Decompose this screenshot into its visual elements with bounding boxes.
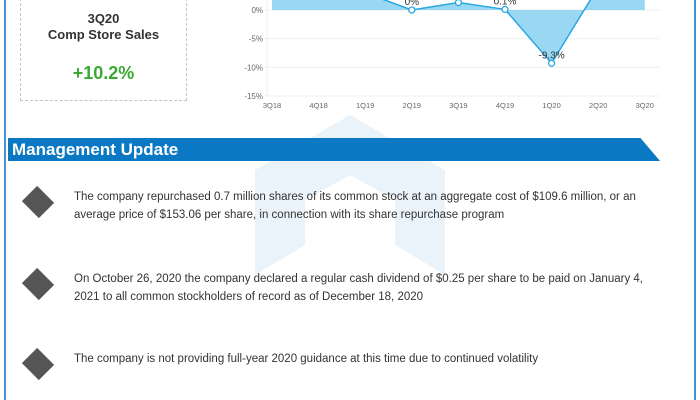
x-tick-label: 4Q19 [496,101,514,110]
y-tick-label: -5% [249,35,263,44]
section-header: Management Update [8,138,660,161]
kpi-card: 3Q20 Comp Store Sales +10.2% [20,0,187,101]
page-border-right [694,0,696,400]
bullet-text: The company repurchased 0.7 million shar… [74,191,636,221]
data-point [454,0,463,7]
data-label: 0.1% [494,0,517,7]
kpi-value: +10.2% [72,63,135,83]
kpi-period: 3Q20 [87,11,120,26]
diamond-bullet-icon [21,185,55,219]
comp-sales-chart: 0% -5% -10% -15%3Q18 4Q18 1Q19 2Q19 3Q19 4Q19 1Q2… [244,0,660,110]
x-tick-label: 4Q18 [309,101,327,110]
data-label: -9.3% [539,50,565,61]
x-tick-label: 2Q20 [589,101,607,110]
data-point [547,59,556,67]
page-border-left [4,0,6,400]
x-tick-label: 1Q19 [356,101,374,110]
kpi-label: Comp Store Sales [47,27,160,42]
area-fill [272,0,645,64]
x-tick-label: 2Q19 [403,101,421,110]
diamond-bullet-icon [21,267,55,301]
x-tick-label: 1Q20 [542,101,560,110]
diamond-bullet-icon [21,347,55,381]
x-tick-label: 3Q18 [263,101,281,110]
y-tick-label: -10% [244,63,263,72]
x-tick-label: 3Q19 [449,101,467,110]
bullet-text: The company is not providing full-year 2… [74,353,539,365]
x-tick-label: 3Q20 [636,101,654,110]
y-tick-label: 0% [251,6,263,15]
section-title: Management Update [12,140,179,159]
bullet-text: On October 26, 2020 the company declared… [74,273,643,303]
data-point [501,5,509,14]
data-label: 0% [405,0,420,8]
y-tick-label: -15% [244,92,263,101]
data-point [408,6,416,14]
